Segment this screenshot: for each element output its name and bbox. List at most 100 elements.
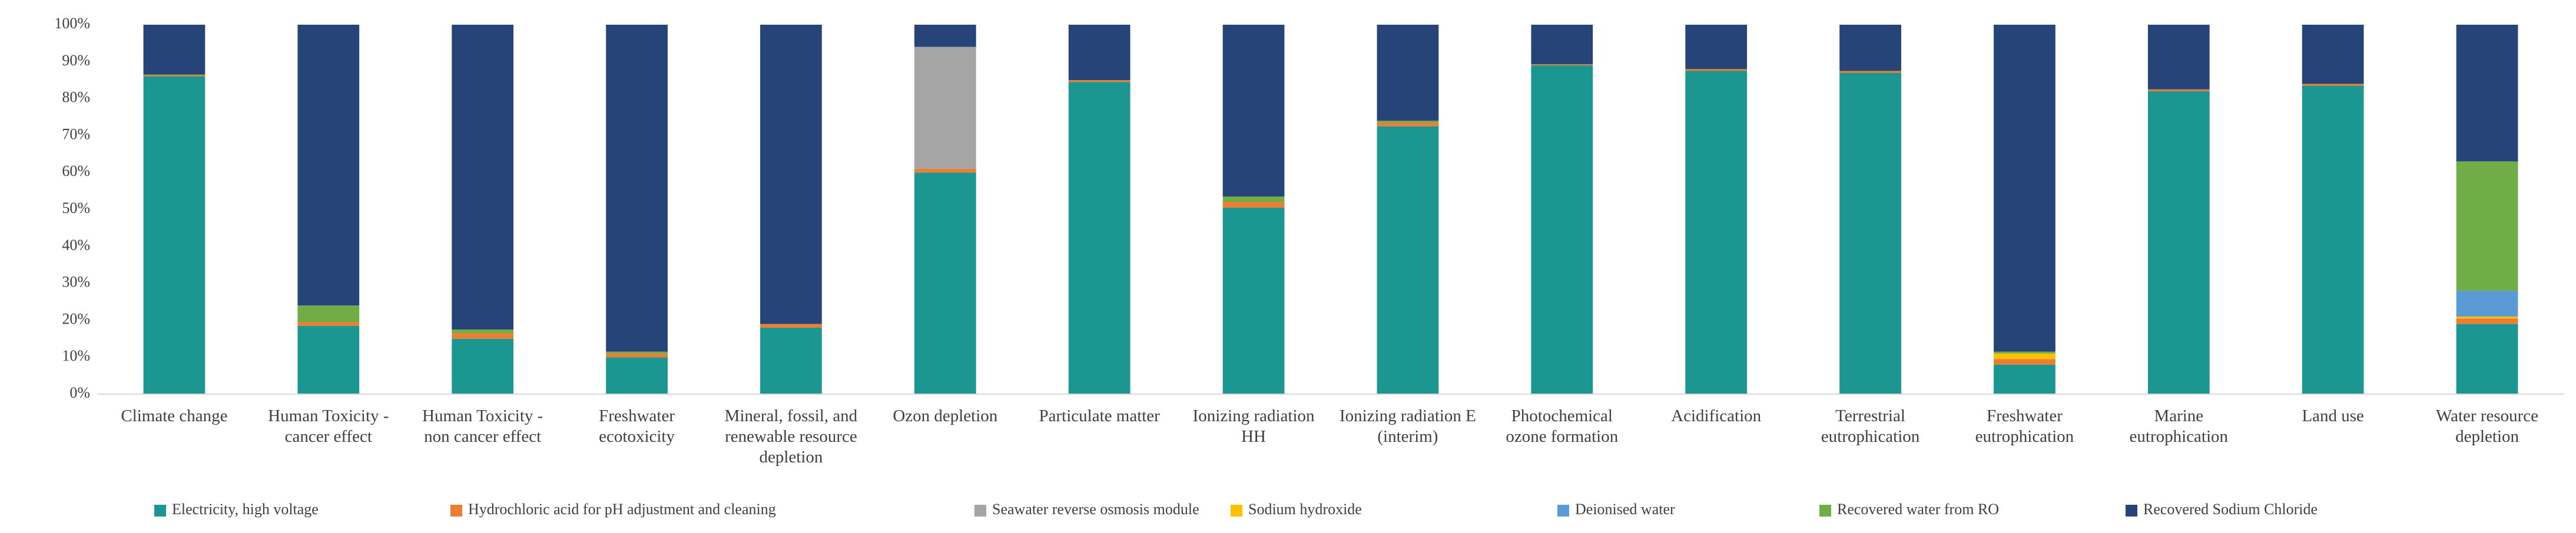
x-tick-label: Ionizing radiation HH [1192,407,1315,446]
bar-segment [1222,207,1285,394]
x-tick-label: Particulate matter [1039,407,1160,425]
legend-swatch [2126,505,2137,517]
bar-segment [1531,25,1593,65]
bar-segment [2147,91,2210,395]
bar-segment [1685,25,1748,69]
bar-segment [606,357,668,394]
bar-segment [606,353,668,358]
x-tick-label: Marine eutrophication [2129,407,2229,446]
bar-segment [2302,25,2364,84]
y-tick-label: 0% [69,384,90,401]
y-tick-label: 100% [54,15,90,32]
y-tick-label: 70% [62,125,90,142]
bar-segment [1685,71,1748,394]
legend-swatch [1557,505,1569,517]
bar-segment [760,327,822,394]
bar-segment [606,351,668,354]
bar-segment [1068,25,1130,81]
x-tick-label: Freshwater eutrophication [1975,407,2074,446]
bar-segment [1994,351,2056,354]
bar-segment [1222,202,1285,208]
y-tick-label: 90% [62,52,90,69]
bar-segment [143,76,205,395]
x-tick-label: Ionizing radiation E (interim) [1339,407,1476,446]
bar-segment [2302,85,2364,394]
bar-segment [914,168,976,173]
bar-segment [914,25,976,47]
legend-label: Recovered Sodium Chloride [2143,501,2318,518]
legend-swatch [974,505,986,517]
y-tick-label: 40% [62,236,90,254]
legend-label: Sodium hydroxide [1248,501,1362,518]
bar-segment [760,324,822,328]
legend-swatch [1819,505,1831,517]
legend-swatch [450,505,462,517]
x-tick-label: Climate change [121,407,228,425]
bar-segment [1222,25,1285,197]
bar-segment [297,25,360,306]
bar-segment [2456,161,2518,291]
bar-segment [452,338,514,394]
bar-segment [1377,121,1439,123]
x-tick-label: Mineral, fossil, and renewable resource … [724,407,858,467]
legend-swatch [1231,505,1242,517]
x-tick-label: Acidification [1671,407,1762,425]
bar-segment [2456,291,2518,317]
x-tick-label: Photochemical ozone formation [1506,407,1619,446]
bar-segment [2456,324,2518,394]
legend-label: Electricity, high voltage [172,501,319,518]
x-tick-label: Human Toxicity - non cancer effect [422,407,543,446]
bar-segment [1994,359,2056,365]
bar-segment [143,75,205,76]
bar-segment [914,46,976,169]
legend-label: Recovered water from RO [1837,501,1999,518]
bar-segment [1839,72,1901,394]
y-tick-label: 10% [62,347,90,364]
bar-segment [1994,25,2056,352]
bar-segment [297,325,360,394]
y-tick-label: 50% [62,199,90,216]
bar-segment [297,322,360,326]
bar-segment [914,172,976,394]
bar-segment [452,25,514,330]
bar-segment [297,305,360,322]
bar-segment [1531,64,1593,66]
x-tick-label: Freshwater ecotoxicity [599,407,675,446]
bar-segment [1994,364,2056,394]
bar-segment [1839,25,1901,71]
legend-label: Deionised water [1575,501,1675,518]
bar-segment [1068,82,1130,395]
bar-segment [1377,25,1439,121]
bar-segment [1222,196,1285,202]
bar-segment [2456,318,2518,324]
bar-segment [2302,84,2364,86]
y-tick-label: 80% [62,89,90,106]
bar-segment [143,25,205,75]
bar-segment [1531,65,1593,394]
bar-segment [1377,122,1439,126]
x-tick-label: Land use [2302,407,2364,425]
legend-label: Hydrochloric acid for pH adjustment and … [468,501,776,518]
x-tick-label: Terrestrial eutrophication [1821,407,1920,446]
bar-segment [452,333,514,339]
bar-segment [1685,69,1748,71]
bar-segment [2147,89,2210,92]
y-tick-label: 60% [62,162,90,179]
bar-segment [1068,80,1130,82]
y-tick-label: 20% [62,310,90,327]
bar-segment [606,25,668,352]
bar-segment [1377,126,1439,394]
x-tick-label: Human Toxicity - cancer effect [268,407,389,446]
legend-swatch [154,505,166,517]
bar-segment [1994,353,2056,359]
x-tick-label: Ozon depletion [893,407,998,425]
bar-segment [2456,317,2518,319]
legend-label: Seawater reverse osmosis module [992,501,1199,518]
bar-segment [1839,71,1901,73]
y-tick-label: 30% [62,274,90,291]
bar-segment [452,329,514,334]
x-tick-label: Water resource depletion [2436,407,2539,446]
bar-segment [2456,25,2518,162]
